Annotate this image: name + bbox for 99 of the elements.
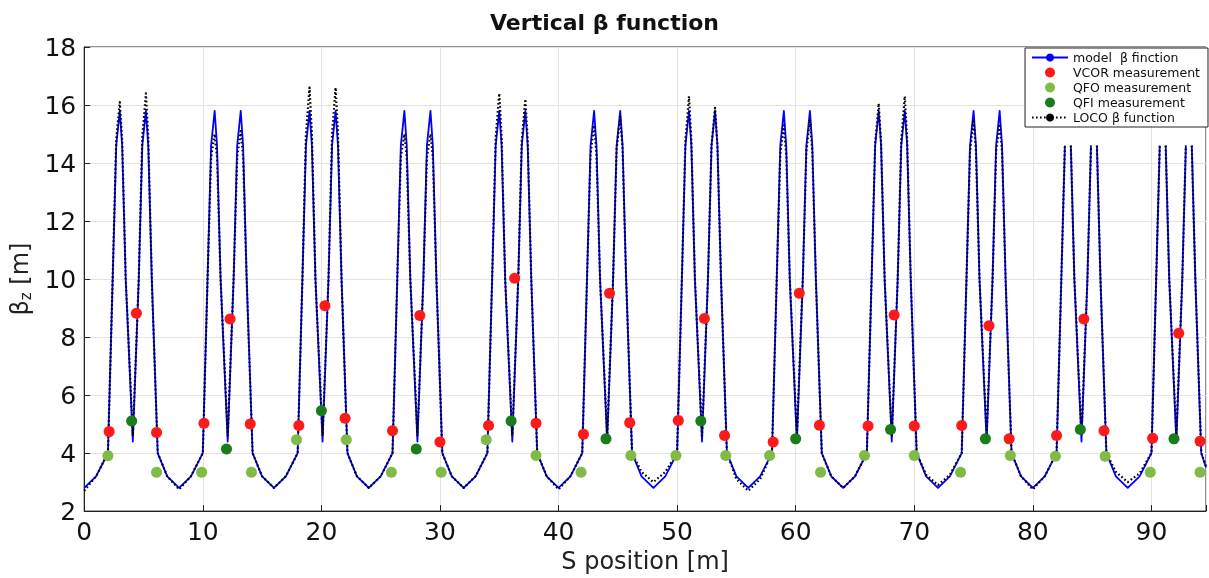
x-tick-label: 50 (661, 517, 694, 547)
point (670, 449, 682, 461)
point (1004, 449, 1016, 461)
point (888, 309, 900, 321)
point (293, 420, 305, 432)
legend-label: model β finction (1073, 50, 1179, 65)
chart-title: Vertical β function (490, 9, 719, 35)
point (624, 417, 636, 429)
x-tick-label: 90 (1135, 517, 1168, 547)
point (1049, 450, 1061, 462)
point (339, 412, 351, 424)
y-tick-label: 4 (60, 438, 77, 468)
point (196, 466, 208, 478)
point (151, 466, 163, 478)
y-tick-label: 2 (60, 496, 77, 526)
point (1051, 429, 1063, 441)
point (1098, 425, 1110, 437)
point (244, 418, 256, 430)
point (1078, 313, 1090, 325)
point (290, 434, 302, 446)
point (885, 424, 897, 436)
point (387, 425, 399, 437)
point (956, 420, 968, 432)
point (983, 320, 995, 332)
y-axis-title: βz [m] (6, 242, 35, 316)
point (698, 313, 710, 324)
point (575, 466, 587, 478)
point (340, 434, 352, 446)
x-tick-label: 70 (898, 517, 931, 547)
x-tick-label: 30 (424, 517, 456, 547)
point (577, 428, 589, 440)
point (1168, 433, 1180, 445)
point (793, 287, 805, 299)
point (720, 449, 732, 461)
point (908, 420, 920, 432)
x-tick-label: 60 (779, 517, 812, 547)
point (1099, 450, 1111, 462)
point (319, 300, 331, 312)
point (198, 417, 210, 429)
point (410, 443, 422, 455)
point (1003, 433, 1015, 445)
x-tick-label: 80 (1016, 517, 1049, 547)
point (480, 434, 492, 446)
x-tick-label: 40 (542, 517, 575, 547)
legend-label: QFI measurement (1073, 95, 1186, 110)
point (600, 433, 612, 445)
point (103, 426, 115, 438)
point (126, 415, 138, 427)
y-tick-label: 18 (44, 32, 77, 62)
point (434, 436, 446, 448)
point (151, 427, 163, 438)
y-tick-label: 6 (60, 380, 77, 410)
point (790, 433, 802, 445)
point (1147, 432, 1159, 444)
point (767, 436, 779, 448)
y-tick-label: 14 (44, 148, 77, 178)
point (815, 466, 827, 478)
point (1144, 466, 1156, 478)
point (625, 449, 637, 461)
point (245, 466, 257, 478)
point (130, 307, 142, 319)
point (530, 417, 542, 429)
point (224, 313, 236, 325)
point (858, 449, 870, 461)
legend-label: QFO measurement (1073, 80, 1192, 95)
point (221, 443, 233, 455)
point (1194, 466, 1206, 478)
point (604, 287, 616, 299)
point (483, 420, 495, 432)
point (530, 449, 542, 461)
point (979, 433, 991, 445)
point (813, 419, 825, 431)
y-tick-label: 16 (44, 90, 77, 120)
point (505, 415, 517, 427)
legend-label: VCOR measurement (1073, 65, 1201, 80)
point (719, 429, 731, 441)
y-tick-label: 8 (60, 322, 77, 352)
point (764, 449, 776, 461)
point (102, 450, 114, 462)
point (385, 466, 397, 478)
x-tick-label: 0 (76, 517, 93, 547)
point (955, 466, 967, 478)
x-tick-label: 20 (305, 517, 338, 547)
x-axis-title: S position [m] (561, 547, 729, 575)
point (509, 272, 521, 284)
point (862, 420, 874, 432)
point (695, 415, 707, 427)
point (1074, 424, 1086, 436)
point (414, 310, 426, 322)
y-tick-label: 12 (44, 206, 77, 236)
point (1173, 327, 1185, 339)
x-tick-label: 10 (186, 517, 219, 547)
point (1194, 435, 1206, 447)
y-tick-label: 10 (44, 264, 77, 294)
point (908, 449, 920, 461)
legend-label: LOCO β function (1073, 110, 1175, 125)
point (315, 405, 327, 417)
point (435, 466, 447, 478)
point (672, 415, 684, 427)
